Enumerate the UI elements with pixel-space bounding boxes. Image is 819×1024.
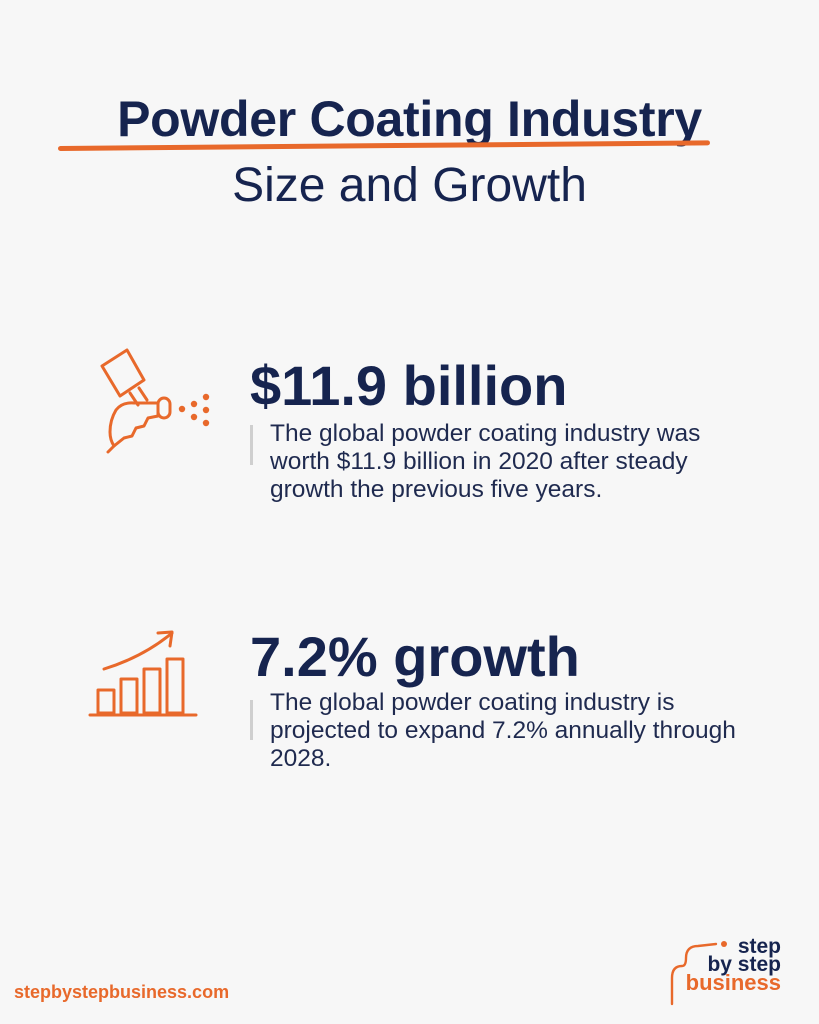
- spray-gun-icon: [92, 340, 212, 460]
- page-subtitle: Size and Growth: [232, 159, 587, 212]
- growth-chart-icon: [88, 627, 203, 727]
- website-link[interactable]: stepbystepbusiness.com: [14, 982, 230, 1002]
- quote-bar: [250, 700, 253, 740]
- brand-logo: step by step business: [668, 936, 793, 1006]
- page-title: Powder Coating Industry: [117, 91, 702, 147]
- stat-value: $11.9 billion: [250, 354, 568, 417]
- stat-description: The global powder coating industry was w…: [270, 420, 701, 503]
- logo-text-by-step: by step: [707, 953, 781, 976]
- stat-description: The global powder coating industry is pr…: [270, 689, 736, 772]
- logo-text-business: business: [685, 970, 781, 995]
- stat-value: 7.2% growth: [250, 625, 580, 688]
- quote-bar: [250, 425, 253, 465]
- logo-text-step: step: [737, 935, 781, 958]
